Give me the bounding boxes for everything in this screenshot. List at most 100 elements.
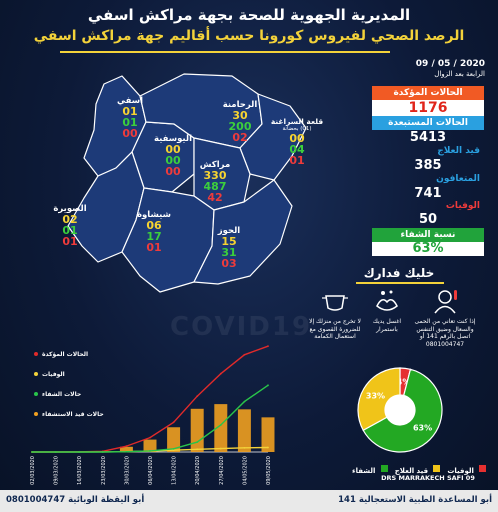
series-point [149, 450, 151, 452]
x-tick-label: 30/03/2020 [124, 456, 130, 485]
legend-label: الحالات المؤكدة [42, 351, 88, 358]
treatment-label: قيد العلاج [437, 146, 480, 156]
footer-emergency-hotline: أبو المساعدة الطبية الاستعجالية 141 [338, 495, 492, 505]
x-tick-label: 23/03/2020 [101, 456, 107, 485]
awareness-item-fever: إذا كنت تعاني من الحمى والسعال وضيق التن… [414, 288, 476, 348]
pie-legend-deaths: الوفيات [447, 458, 486, 477]
legend-swatch [380, 465, 388, 472]
series-point [267, 384, 269, 387]
recovered-label: المتعافون [436, 174, 480, 184]
region-recovered: 31 [221, 246, 237, 259]
region-recovered: 04 [289, 143, 305, 156]
legend-label: الوفيات [42, 371, 65, 378]
hospital-bar [214, 404, 228, 452]
page-title: المديرية الجهوية للصحة بجهة مراكش اسفي [87, 6, 411, 24]
region-kelaa: قلعة السراغنة (01) بحضانة 00 04 01 [270, 117, 324, 167]
x-tick-label: 13/04/2020 [172, 456, 178, 485]
hospital-bar [167, 427, 181, 452]
region-deaths: 00 [165, 165, 181, 178]
region-confirmed: 330 [203, 169, 227, 182]
trend-chart: 02/03/2020 09/03/2020 16/03/2020 23/03/2020… [30, 345, 275, 485]
series-point [267, 345, 269, 348]
hospital-bar [119, 446, 133, 452]
fever-icon [434, 290, 457, 314]
pie-slice-label: 33% [366, 391, 385, 400]
mask-icon [322, 295, 348, 311]
legend-label: حالات الشفاء [42, 391, 81, 398]
region-name: الحوز [217, 226, 241, 236]
region-deaths: 01 [289, 154, 305, 167]
region-marrakech: مراكش 330 487 42 [196, 160, 234, 203]
legend-label: حالات قيد الاستشفاء [42, 411, 104, 418]
awareness-item-handwash: اغسل يديك باستمرار [364, 288, 410, 333]
series-point [54, 451, 57, 453]
hospital-bar [261, 417, 275, 452]
series-point [267, 446, 269, 449]
series-point [219, 424, 222, 426]
region-confirmed: 01 [122, 105, 138, 118]
chart-legend: الحالات المؤكدة الوفيات حالات الشفاء حالات … [34, 351, 104, 418]
region-essaouira: الصويرة 02 01 01 [50, 204, 90, 247]
confirmed-label: الحالات المؤكدة [372, 86, 484, 100]
treatment-value: 385 [414, 158, 442, 173]
pie-slice-label: 4% [397, 378, 411, 387]
awareness-item-mask: لا تخرج من منزلك إلا للضرورة القصوى مع ا… [306, 288, 364, 341]
region-recovered: 200 [228, 120, 252, 133]
recovery-rate-label: نسبة الشفاء [372, 228, 484, 242]
region-haouz: الحوز 15 31 03 [210, 226, 248, 269]
region-deaths: 01 [146, 241, 162, 254]
x-tick-label: 02/03/2020 [30, 456, 36, 485]
series-point [172, 421, 175, 424]
region-recovered: 01 [122, 116, 138, 129]
awareness-text: لا تخرج من منزلك إلا للضرورة القصوى مع ا… [309, 318, 361, 340]
region-confirmed: 02 [62, 213, 78, 226]
legend-label: قيد العلاج [394, 467, 429, 475]
region-deaths: 02 [232, 131, 248, 144]
legend-marker [34, 372, 38, 376]
pie-slice-label: 63% [413, 423, 432, 432]
legend-marker [34, 412, 38, 416]
series-point [243, 353, 246, 356]
region-youssoufia: اليوسفية 00 00 00 [148, 134, 198, 177]
region-rehamna: الرحامنة 30 200 02 [218, 100, 262, 143]
series-point [219, 372, 222, 375]
awareness-divider [356, 282, 444, 284]
excluded-value: 5413 [409, 130, 447, 145]
series-point [125, 450, 128, 453]
report-time: الرابعة بعد الزوال [434, 70, 485, 78]
awareness-text: إذا كنت تعاني من الحمى والسعال وضيق التن… [414, 318, 476, 348]
region-deaths: 00 [122, 127, 138, 140]
chart-plot-area [31, 345, 275, 453]
region-deaths: 01 [62, 235, 78, 248]
region-recovered: 17 [146, 230, 162, 243]
confirmed-value: 1176 [372, 100, 484, 116]
report-date: 09 / 05 / 2020 [415, 59, 485, 69]
series-point [196, 441, 199, 443]
region-confirmed: 06 [146, 219, 162, 232]
credit-text: DRS MARRAKECH SAFI 09 [381, 474, 475, 482]
title-divider [60, 51, 390, 53]
region-name: قلعة السراغنة [270, 117, 324, 126]
series-point [101, 451, 104, 453]
region-confirmed: 30 [232, 109, 248, 122]
legend-label: الشفاء [352, 467, 376, 475]
region-recovered: 01 [62, 224, 78, 237]
x-tick-label: 09/03/2020 [54, 456, 60, 485]
region-safi: اسفي 01 01 00 [110, 96, 150, 139]
series-point [125, 445, 128, 448]
legend-swatch [433, 465, 441, 472]
region-name: اسفي [117, 96, 143, 106]
deaths-label: الوفيات [445, 201, 480, 211]
region-deaths: 42 [207, 191, 223, 204]
legend-label: الوفيات [447, 467, 474, 475]
pie-legend-recovered: الشفاء [352, 458, 388, 477]
region-confirmed: 00 [165, 143, 181, 156]
series-point [78, 451, 81, 453]
region-name: اليوسفية [153, 134, 192, 144]
pie-legend: الوفيات قيد العلاج الشفاء [352, 458, 486, 477]
region-name: مراكش [199, 160, 231, 170]
hospital-bar [143, 439, 157, 452]
series-point [31, 451, 33, 453]
x-tick-label: 20/04/2020 [195, 456, 201, 485]
x-tick-label: 16/03/2020 [77, 456, 83, 485]
